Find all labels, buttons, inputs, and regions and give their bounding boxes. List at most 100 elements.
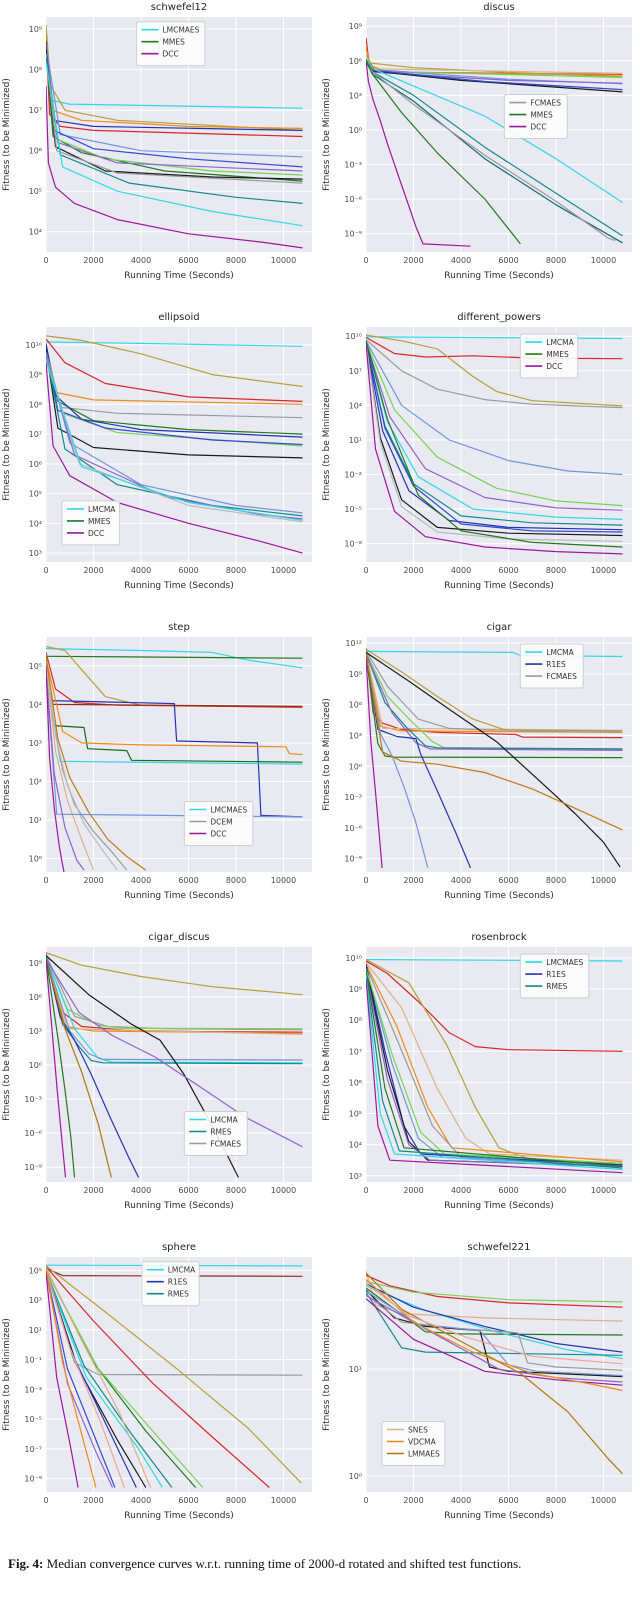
svg-text:10⁻¹: 10⁻¹ — [24, 1356, 42, 1365]
svg-text:0: 0 — [43, 1496, 48, 1505]
svg-text:Fitness (to be Minimized): Fitness (to be Minimized) — [2, 78, 12, 191]
svg-text:8000: 8000 — [546, 876, 566, 885]
svg-text:2000: 2000 — [403, 256, 423, 265]
svg-text:0: 0 — [363, 1186, 368, 1195]
svg-text:10000: 10000 — [271, 1496, 296, 1505]
svg-text:2000: 2000 — [83, 256, 103, 265]
svg-text:10000: 10000 — [271, 876, 296, 885]
subplot-step: 0 2000 4000 6000 8000 10000 10⁰ 10¹ 10² 10³ 10⁴ 10⁵… — [0, 620, 320, 930]
svg-text:MMES: MMES — [530, 111, 553, 120]
svg-text:Running Time (Seconds): Running Time (Seconds) — [124, 271, 233, 281]
svg-text:Fitness (to be Minimized): Fitness (to be Minimized) — [322, 1318, 332, 1431]
svg-text:10⁰: 10⁰ — [29, 1061, 42, 1070]
subplot-schwefel221: 0 2000 4000 6000 8000 10000 10⁰ 10¹ schwefel221 R… — [320, 1240, 640, 1550]
svg-text:RMES: RMES — [546, 982, 567, 991]
svg-text:10⁻²: 10⁻² — [344, 470, 362, 479]
svg-text:10⁻⁹: 10⁻⁹ — [24, 1163, 42, 1172]
svg-text:10⁻⁸: 10⁻⁸ — [344, 540, 362, 549]
svg-text:4000: 4000 — [451, 876, 471, 885]
svg-text:4000: 4000 — [131, 876, 151, 885]
svg-text:4000: 4000 — [451, 1186, 471, 1195]
svg-text:0: 0 — [43, 876, 48, 885]
svg-text:10³: 10³ — [349, 1172, 362, 1181]
svg-text:8000: 8000 — [546, 256, 566, 265]
svg-text:10⁻⁹: 10⁻⁹ — [344, 855, 362, 864]
svg-text:6000: 6000 — [178, 566, 198, 575]
svg-text:6000: 6000 — [178, 256, 198, 265]
svg-text:10⁻⁵: 10⁻⁵ — [24, 1415, 42, 1424]
svg-text:LMMAES: LMMAES — [408, 1450, 440, 1459]
svg-text:VDCMA: VDCMA — [408, 1438, 437, 1447]
svg-text:10⁶: 10⁶ — [349, 57, 362, 66]
svg-text:6000: 6000 — [178, 1496, 198, 1505]
svg-text:10⁴: 10⁴ — [29, 228, 42, 237]
svg-text:10³: 10³ — [349, 91, 362, 100]
svg-text:ellipsoid: ellipsoid — [158, 312, 199, 323]
svg-text:6000: 6000 — [498, 1186, 518, 1195]
svg-text:6000: 6000 — [178, 876, 198, 885]
svg-text:6000: 6000 — [178, 1186, 198, 1195]
svg-text:8000: 8000 — [226, 876, 246, 885]
subplot-rosenbrock: 0 2000 4000 6000 8000 10000 10³ 10⁴ 10⁵ 10⁶ 10⁷ 10⁸… — [320, 930, 640, 1240]
svg-text:2000: 2000 — [83, 1186, 103, 1195]
svg-text:10⁹: 10⁹ — [29, 371, 42, 380]
caption-label: Fig. 4: — [8, 1556, 44, 1571]
svg-text:Fitness (to be Minimized): Fitness (to be Minimized) — [322, 698, 332, 811]
svg-text:10000: 10000 — [591, 1496, 616, 1505]
svg-text:different_powers: different_powers — [457, 312, 541, 323]
svg-text:8000: 8000 — [226, 1496, 246, 1505]
svg-text:10¹: 10¹ — [349, 1365, 362, 1374]
svg-text:10⁻⁶: 10⁻⁶ — [344, 824, 362, 833]
svg-text:10⁸: 10⁸ — [349, 1016, 362, 1025]
svg-text:RMES: RMES — [168, 1290, 189, 1299]
svg-text:Fitness (to be Minimized): Fitness (to be Minimized) — [322, 78, 332, 191]
svg-text:4000: 4000 — [451, 256, 471, 265]
svg-text:0: 0 — [363, 876, 368, 885]
svg-text:R1ES: R1ES — [546, 660, 566, 669]
svg-text:10⁰: 10⁰ — [29, 855, 42, 864]
svg-text:10⁷: 10⁷ — [29, 430, 42, 439]
svg-text:6000: 6000 — [498, 256, 518, 265]
svg-text:10⁵: 10⁵ — [349, 1110, 362, 1119]
subplot-sphere: 0 2000 4000 6000 8000 10000 10⁻⁹ 10⁻⁷ 10⁻⁵ 10⁻³ 10… — [0, 1240, 320, 1550]
svg-text:10²: 10² — [29, 777, 42, 786]
svg-text:R1ES: R1ES — [168, 1278, 188, 1287]
svg-text:SNES: SNES — [408, 1426, 428, 1435]
svg-text:LMCMAES: LMCMAES — [210, 806, 247, 815]
svg-text:10⁹: 10⁹ — [29, 25, 42, 34]
subplot-discus: 0 2000 4000 6000 8000 10000 10⁻⁹ 10⁻⁶ 10⁻³ 10⁰ 10³… — [320, 0, 640, 310]
svg-text:FCMAES: FCMAES — [546, 672, 577, 681]
svg-text:0: 0 — [43, 566, 48, 575]
subplot-different-powers: 0 2000 4000 6000 8000 10000 10⁻⁸ 10⁻⁵ 10⁻² 10¹ 10⁴… — [320, 310, 640, 620]
svg-text:10⁶: 10⁶ — [29, 460, 42, 469]
svg-text:DCEM: DCEM — [210, 818, 232, 827]
svg-text:10⁹: 10⁹ — [349, 22, 362, 31]
svg-text:cigar: cigar — [487, 622, 513, 633]
svg-text:10⁻³: 10⁻³ — [24, 1095, 42, 1104]
svg-text:Running Time (Seconds): Running Time (Seconds) — [124, 581, 233, 591]
svg-text:10¹: 10¹ — [349, 436, 362, 445]
svg-text:2000: 2000 — [403, 1186, 423, 1195]
svg-text:0: 0 — [43, 256, 48, 265]
svg-text:DCC: DCC — [162, 50, 178, 59]
svg-text:8000: 8000 — [546, 1186, 566, 1195]
svg-text:schwefel221: schwefel221 — [468, 1242, 531, 1253]
svg-text:Fitness (to be Minimized): Fitness (to be Minimized) — [2, 388, 12, 501]
svg-text:10⁰: 10⁰ — [349, 126, 362, 135]
svg-text:8000: 8000 — [226, 566, 246, 575]
svg-text:10⁴: 10⁴ — [29, 519, 42, 528]
svg-text:LMCMA: LMCMA — [210, 1116, 238, 1125]
svg-text:10⁻³: 10⁻³ — [344, 160, 362, 169]
svg-text:DCC: DCC — [546, 362, 562, 371]
svg-text:DCC: DCC — [210, 830, 226, 839]
svg-text:0: 0 — [363, 566, 368, 575]
svg-text:10000: 10000 — [591, 256, 616, 265]
svg-text:Running Time (Seconds): Running Time (Seconds) — [444, 1201, 553, 1211]
subplot-ellipsoid: 0 2000 4000 6000 8000 10000 10³ 10⁴ 10⁵ 10⁶ 10⁷ 10⁸… — [0, 310, 320, 620]
svg-text:10¹⁰: 10¹⁰ — [345, 954, 362, 963]
svg-text:2000: 2000 — [83, 876, 103, 885]
svg-text:10⁶: 10⁶ — [29, 147, 42, 156]
svg-text:10⁰: 10⁰ — [349, 1472, 362, 1481]
svg-text:2000: 2000 — [403, 566, 423, 575]
svg-text:Running Time (Seconds): Running Time (Seconds) — [124, 1201, 233, 1211]
